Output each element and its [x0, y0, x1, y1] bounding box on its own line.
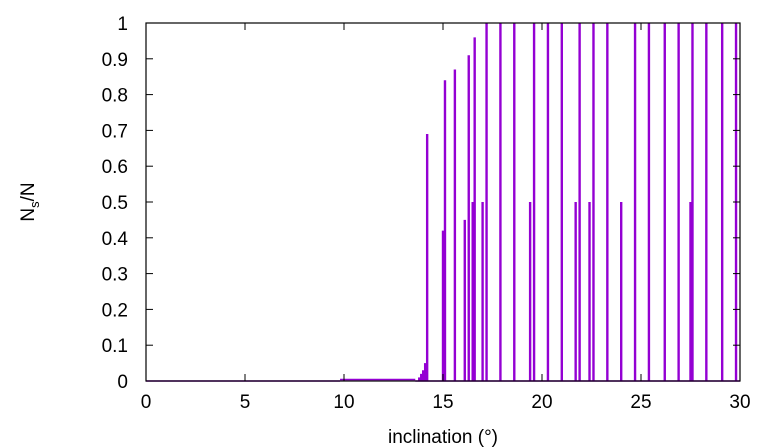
y-axis-label-main: N — [18, 208, 39, 222]
x-tick-label: 30 — [729, 392, 750, 413]
y-tick-label: 0.1 — [102, 336, 128, 357]
y-axis-label-rest: /N — [18, 182, 39, 201]
y-tick-label: 0.5 — [102, 193, 128, 214]
y-tick-label: 1 — [117, 14, 128, 35]
x-tick-label: 0 — [141, 392, 152, 413]
ticks-layer: 0 5 10 15 20 25 30 0 0.1 0.2 0.3 0.4 0.5 0.6 0.7 0.8 0.9… — [102, 14, 751, 413]
y-tick-label: 0.9 — [102, 50, 128, 71]
y-tick-label: 0.2 — [102, 300, 128, 321]
x-tick-label: 10 — [333, 392, 354, 413]
y-tick-label: 0.4 — [102, 229, 129, 250]
y-tick-label: 0.8 — [102, 86, 128, 107]
y-tick-label: 0 — [117, 372, 128, 393]
x-axis-label: inclination (°) — [388, 427, 498, 448]
x-tick-label: 20 — [531, 392, 552, 413]
x-tick-label: 25 — [630, 392, 651, 413]
x-tick-label: 15 — [432, 392, 453, 413]
x-tick-label: 5 — [240, 392, 251, 413]
y-axis-label: Ns/N — [18, 182, 42, 221]
data-layer — [146, 23, 740, 382]
y-tick-label: 0.3 — [102, 265, 128, 286]
y-tick-label: 0.7 — [102, 121, 128, 142]
y-tick-label: 0.6 — [102, 157, 128, 178]
y-axis-label-subscript: s — [27, 201, 42, 208]
